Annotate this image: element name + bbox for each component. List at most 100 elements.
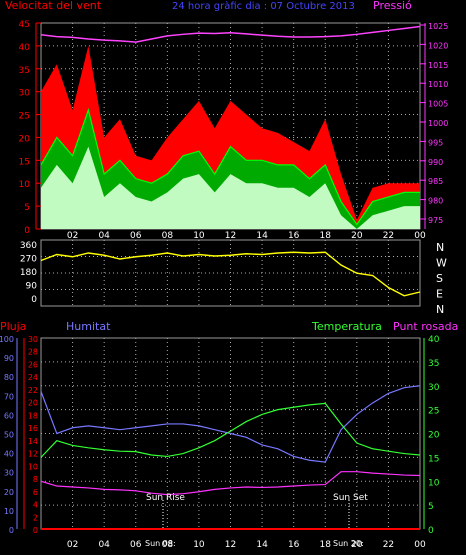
humidity-tick-label: 100 [0, 335, 14, 344]
wind-area-2 [41, 146, 420, 229]
x-tick-label-bottom: 00 [414, 540, 426, 550]
humidity-tick-label: 10 [4, 507, 14, 516]
temperature-tick-label: 10 [428, 478, 440, 488]
pressure-tick-label: 975 [428, 216, 443, 225]
rain-tick-label: 20 [28, 399, 38, 408]
wind-tick-label: 35 [19, 66, 30, 76]
rain-tick-label: 30 [28, 335, 38, 344]
x-tick-label-top: 04 [98, 231, 110, 241]
compass-label-3: E [436, 288, 443, 301]
rain-tick-label: 6 [33, 488, 38, 497]
direction-tick-label: 0 [31, 295, 37, 305]
temperature-tick-label: 25 [428, 407, 439, 417]
pressure-line [40, 25, 421, 43]
x-tick-label-top: 22 [383, 231, 394, 241]
direction-tick-label: 90 [26, 282, 38, 292]
pressure-axis-title: Pressió [373, 0, 412, 12]
wind-series [40, 45, 420, 230]
temperature-tick-label: 5 [428, 502, 434, 512]
pressure-tick-label: 1025 [428, 22, 448, 31]
sunrise-label: Sun Rise [146, 493, 185, 503]
temperature-tick-label: 0 [428, 526, 434, 536]
x-tick-label-top: 20 [351, 231, 363, 241]
x-tick-label-top: 10 [193, 231, 205, 241]
x-tick-label-top: 12 [225, 231, 236, 241]
x-tick-label-top: 08 [162, 231, 174, 241]
humidity-tick-label: 60 [4, 411, 14, 420]
pressure-tick-label: 1015 [428, 61, 448, 70]
wind-tick-label: 45 [19, 20, 30, 30]
rain-tick-label: 28 [28, 348, 38, 357]
x-tick-label-bottom: 20 [351, 540, 363, 550]
rain-tick-label: 8 [33, 475, 38, 484]
wind-tick-label: 40 [19, 43, 31, 53]
humidity-tick-label: 90 [4, 354, 14, 363]
compass-label-0: N [436, 241, 444, 254]
temperature-axis-title: Temperatura [311, 320, 382, 333]
pressure-tick-label: 990 [428, 158, 443, 167]
direction-tick-label: 270 [20, 255, 37, 265]
x-tick-label-bottom: 18 [320, 540, 332, 550]
x-tick-label-top: 14 [256, 231, 268, 241]
temperature-tick-label: 35 [428, 359, 439, 369]
humidity-tick-label: 20 [4, 488, 14, 497]
compass-label-4: N [436, 303, 444, 316]
compass-label-1: W [436, 257, 447, 270]
rain-tick-label: 24 [28, 373, 38, 382]
wind-tick-label: 5 [24, 203, 30, 213]
temperature-tick-label: 40 [428, 335, 440, 345]
humidity-tick-label: 0 [9, 526, 14, 535]
humidity-axis-title: Humitat [66, 320, 111, 333]
sunrise-time-label: Sun 08: [145, 539, 176, 548]
rain-tick-label: 22 [28, 386, 38, 395]
wind-tick-label: 30 [19, 89, 31, 99]
x-tick-label-bottom: 22 [383, 540, 394, 550]
pressure-tick-label: 995 [428, 138, 443, 147]
pressure-tick-label: 1000 [428, 119, 448, 128]
sunset-time-label: Sun 20: [333, 539, 364, 548]
pressure-tick-label: 1020 [428, 41, 448, 50]
pressure-tick-label: 1010 [428, 80, 448, 89]
x-tick-label-bottom: 04 [98, 540, 110, 550]
chart-title: 24 hora gràfic dia : 07 Octubre 2013 [172, 0, 355, 12]
rain-tick-label: 16 [28, 424, 38, 433]
punt-rosada-line [40, 471, 421, 496]
x-tick-label-top: 18 [320, 231, 332, 241]
x-tick-label-bottom: 06 [130, 540, 142, 550]
dewpoint-axis-title: Punt rosada [393, 320, 458, 333]
x-tick-label-bottom: 12 [225, 540, 236, 550]
humidity-tick-label: 70 [4, 392, 14, 401]
wind-tick-label: 15 [19, 157, 30, 167]
humidity-tick-label: 50 [4, 431, 14, 440]
sunset-label: Sun Set [333, 493, 368, 503]
rain-axis-title: Pluja [0, 320, 26, 333]
x-tick-label-bottom: 02 [67, 540, 78, 550]
wind-tick-label: 20 [19, 134, 31, 144]
wind-axis-title: Velocitat del vent [5, 0, 102, 12]
rain-tick-label: 2 [33, 513, 38, 522]
x-tick-label-bottom: 08 [162, 540, 174, 550]
direction-tick-label: 180 [20, 268, 37, 278]
direction-line [40, 251, 421, 297]
x-tick-label-top: 16 [288, 231, 300, 241]
direction-tick-label: 360 [20, 241, 37, 251]
x-tick-label-bottom: 14 [256, 540, 268, 550]
pressure-tick-label: 985 [428, 177, 443, 186]
humidity-tick-label: 80 [4, 373, 14, 382]
humidity-tick-label: 30 [4, 469, 14, 478]
wind-tick-label: 0 [24, 226, 30, 236]
rain-tick-label: 26 [28, 360, 38, 369]
x-tick-label-top: 02 [67, 231, 78, 241]
average-wind-line [40, 107, 420, 226]
rain-tick-label: 0 [33, 526, 38, 535]
temperature-tick-label: 20 [428, 431, 440, 441]
rain-tick-label: 10 [28, 462, 38, 471]
wind-tick-label: 10 [19, 180, 31, 190]
rain-tick-label: 14 [28, 437, 38, 446]
temperatura-line [40, 402, 421, 458]
x-tick-label-bottom: 16 [288, 540, 300, 550]
humitat-line [40, 385, 421, 463]
x-tick-label-bottom: 10 [193, 540, 205, 550]
rain-tick-label: 4 [33, 501, 38, 510]
